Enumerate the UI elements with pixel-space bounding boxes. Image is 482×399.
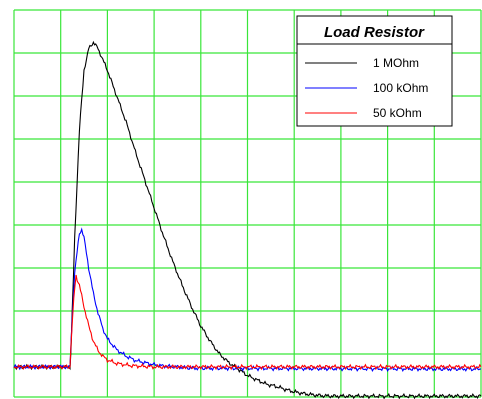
legend: Load Resistor 1 MOhm 100 kOhm 50 kOhm [296,15,453,127]
series-line-1 [13,40,482,399]
legend-title: Load Resistor [324,24,425,41]
legend-label-1: 1 MOhm [373,56,419,70]
legend-label-3: 50 kOhm [373,106,422,120]
legend-items: 1 MOhm 100 kOhm 50 kOhm [305,56,428,120]
series-line-3 [13,274,482,371]
plot-area [13,40,482,399]
legend-label-2: 100 kOhm [373,81,428,95]
legend-box [296,15,453,127]
